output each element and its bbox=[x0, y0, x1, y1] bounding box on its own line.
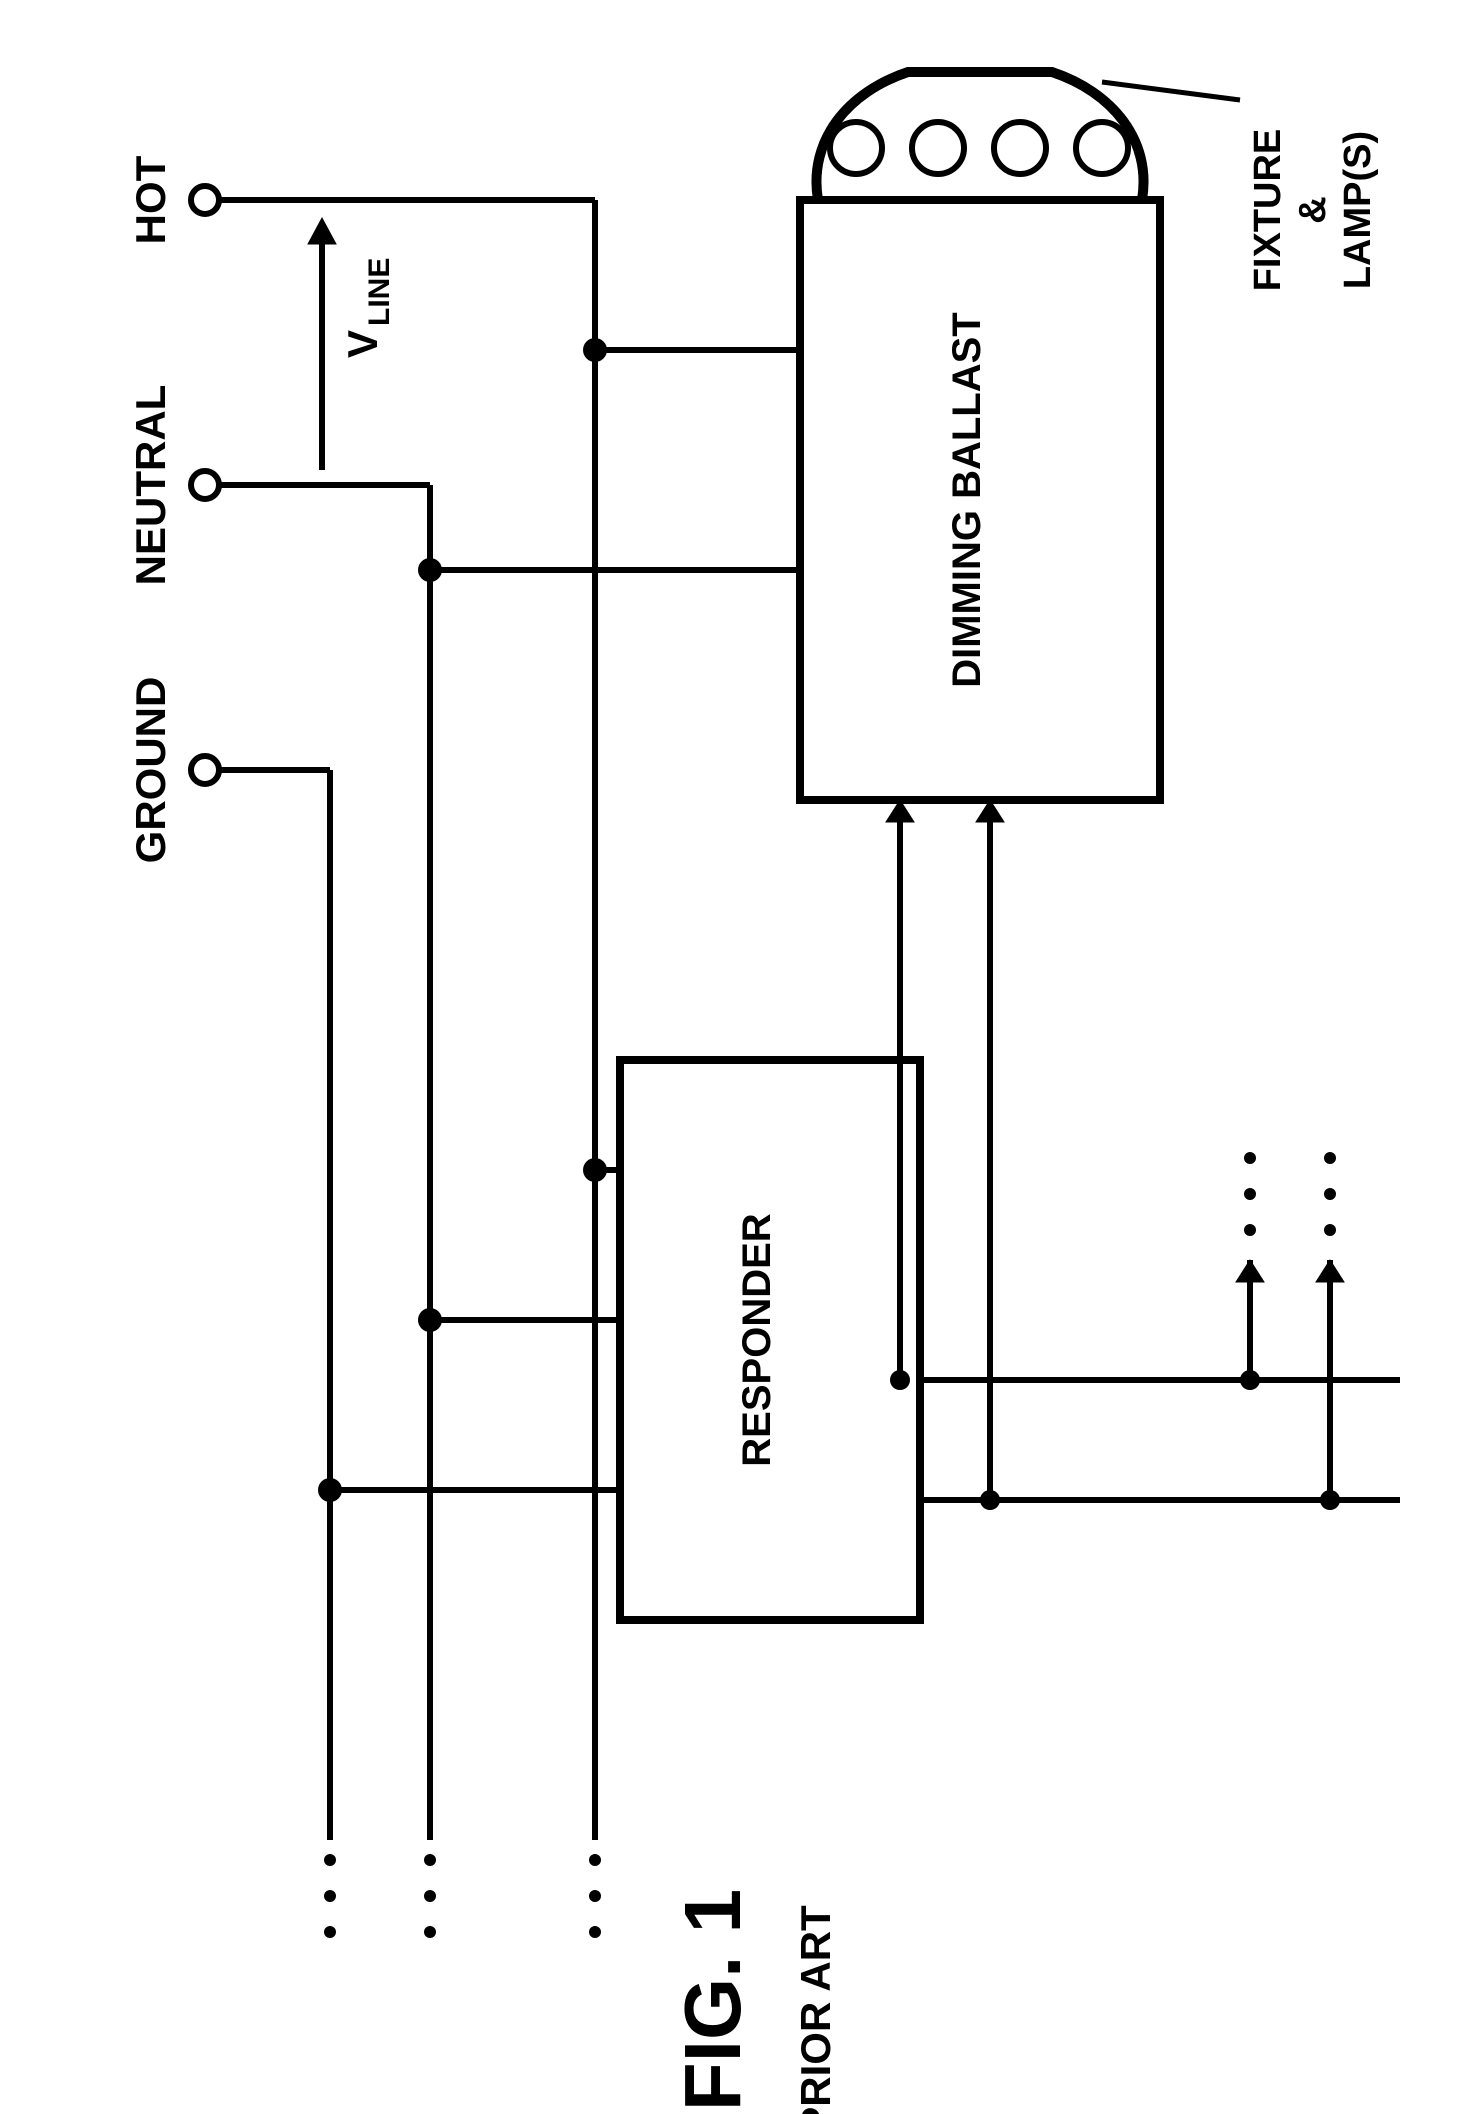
svg-text:NEUTRAL: NEUTRAL bbox=[127, 385, 174, 586]
svg-text:V: V bbox=[339, 330, 386, 358]
svg-text:GROUND: GROUND bbox=[127, 677, 174, 864]
svg-text:DIMMING BALLAST: DIMMING BALLAST bbox=[945, 312, 989, 688]
svg-text:LINE: LINE bbox=[363, 258, 396, 326]
svg-text:RESPONDER: RESPONDER bbox=[735, 1213, 779, 1466]
svg-text:&: & bbox=[1292, 196, 1334, 223]
svg-text:FIXTURE: FIXTURE bbox=[1247, 129, 1289, 292]
svg-text:HOT: HOT bbox=[127, 155, 174, 244]
svg-text:LAMP(S): LAMP(S) bbox=[1337, 131, 1379, 289]
svg-text:PRIOR ART: PRIOR ART bbox=[792, 1905, 839, 2114]
svg-text:FIG. 1: FIG. 1 bbox=[668, 1889, 757, 2111]
